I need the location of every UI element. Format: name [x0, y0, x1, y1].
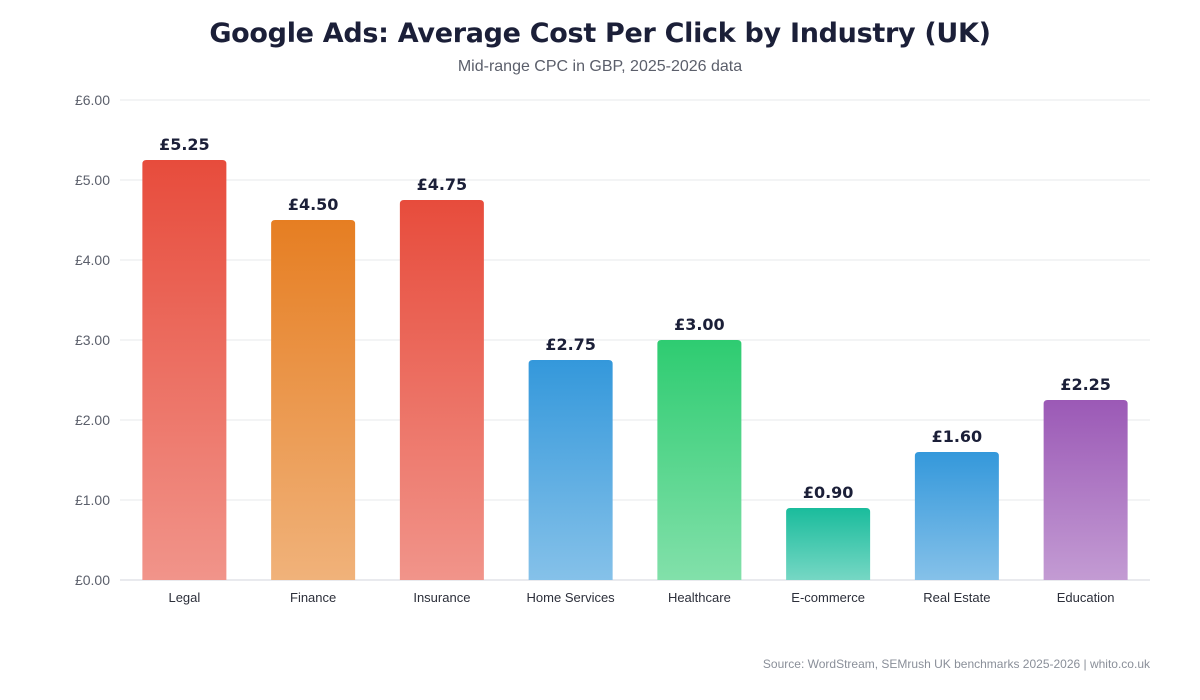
y-tick-label: £0.00: [75, 572, 110, 588]
y-tick-label: £6.00: [75, 92, 110, 108]
bar-value-label: £0.90: [803, 483, 854, 502]
bar-legal: [142, 160, 227, 580]
x-tick-label: Finance: [290, 590, 336, 605]
bar-value-label: £4.75: [417, 175, 468, 194]
bar-value-label: £2.75: [545, 335, 596, 354]
y-tick-label: £3.00: [75, 332, 110, 348]
bar-e-commerce: [786, 508, 871, 580]
source-note: Source: WordStream, SEMrush UK benchmark…: [762, 657, 1150, 671]
x-tick-label: Real Estate: [923, 590, 990, 605]
bar-home-services: [528, 360, 613, 580]
bar-value-label: £2.25: [1060, 375, 1111, 394]
bar-value-label: £5.25: [159, 135, 210, 154]
x-tick-label: Healthcare: [668, 590, 731, 605]
bars: [142, 160, 1128, 580]
x-tick-label: Home Services: [527, 590, 616, 605]
bar-value-label: £4.50: [288, 195, 339, 214]
x-tick-label: Insurance: [413, 590, 470, 605]
bar-education: [1043, 400, 1128, 580]
bar-value-label: £3.00: [674, 315, 725, 334]
x-tick-label: E-commerce: [791, 590, 865, 605]
bar-healthcare: [657, 340, 742, 580]
x-tick-label: Education: [1057, 590, 1115, 605]
chart-title: Google Ads: Average Cost Per Click by In…: [209, 18, 991, 49]
bar-finance: [271, 220, 356, 580]
bar-real-estate: [914, 452, 999, 580]
labels: £0.00 £1.00 £2.00 £3.00 £4.00 £5.00 £6.00 £5.25…: [75, 92, 1115, 605]
y-tick-label: £1.00: [75, 492, 110, 508]
chart-subtitle: Mid-range CPC in GBP, 2025-2026 data: [457, 58, 743, 75]
y-tick-label: £2.00: [75, 412, 110, 428]
y-tick-label: £4.00: [75, 252, 110, 268]
x-tick-label: Legal: [168, 590, 200, 605]
bar-value-label: £1.60: [932, 427, 983, 446]
bar-insurance: [399, 200, 484, 580]
y-tick-label: £5.00: [75, 172, 110, 188]
